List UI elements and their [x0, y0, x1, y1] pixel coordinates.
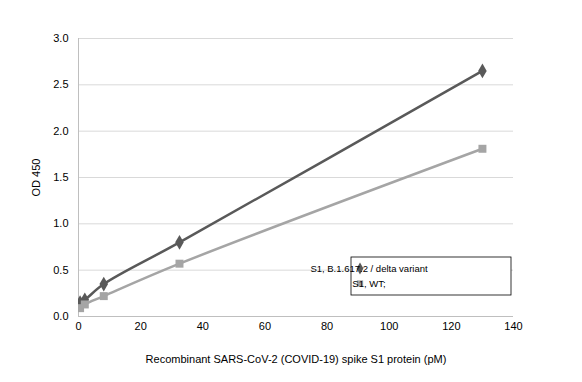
- svg-text:120: 120: [442, 320, 460, 332]
- svg-text:0.0: 0.0: [53, 310, 68, 322]
- svg-text:100: 100: [380, 320, 398, 332]
- svg-text:20: 20: [135, 320, 147, 332]
- svg-text:80: 80: [321, 320, 333, 332]
- svg-text:0: 0: [75, 320, 81, 332]
- svg-text:Recombinant SARS-CoV-2 (COVID-: Recombinant SARS-CoV-2 (COVID-19) spike …: [146, 353, 447, 365]
- svg-text:1.0: 1.0: [53, 217, 68, 229]
- svg-text:0.5: 0.5: [53, 264, 68, 276]
- svg-text:3.0: 3.0: [53, 32, 68, 44]
- svg-text:OD 450: OD 450: [30, 159, 42, 197]
- svg-text:2.0: 2.0: [53, 125, 68, 137]
- svg-text:1.5: 1.5: [53, 171, 68, 183]
- svg-text:2.5: 2.5: [53, 78, 68, 90]
- svg-text:40: 40: [197, 320, 209, 332]
- svg-text:S1, WT;: S1, WT;: [352, 278, 385, 289]
- svg-text:140: 140: [504, 320, 522, 332]
- svg-text:S1, B.1.617.2 / delta variant: S1, B.1.617.2 / delta variant: [310, 263, 428, 274]
- svg-text:60: 60: [259, 320, 271, 332]
